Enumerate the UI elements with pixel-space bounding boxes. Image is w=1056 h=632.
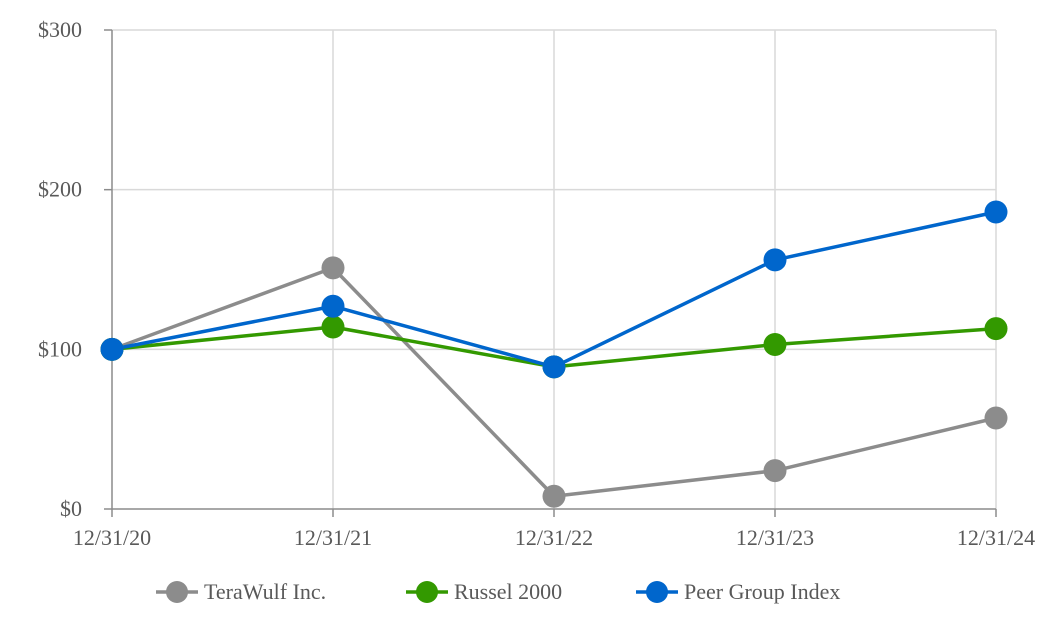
legend: TeraWulf Inc. Russel 2000 Peer Group Index [156,579,840,604]
data-point-series-1 [321,315,345,339]
x-tick-label: 12/31/21 [294,525,372,550]
data-point-series-0 [763,459,787,483]
x-tick-label: 12/31/24 [957,525,1035,550]
grid-lines [112,29,997,509]
data-point-series-2 [321,294,345,318]
y-axis-tick-labels: $0 $100 $200 $300 [38,17,82,521]
data-point-series-2 [100,337,124,361]
y-tick-label: $300 [38,17,82,42]
x-axis-tick-labels: 12/31/20 12/31/21 12/31/22 12/31/23 12/31/24 [73,525,1035,550]
series-points [100,200,1008,508]
legend-item: TeraWulf Inc. [156,579,326,604]
axes [104,29,997,517]
x-tick-label: 12/31/20 [73,525,151,550]
y-tick-label: $100 [38,336,82,361]
x-tick-label: 12/31/23 [736,525,814,550]
legend-label: Russel 2000 [454,579,562,604]
y-tick-label: $200 [38,177,82,202]
y-tick-label: $0 [60,496,82,521]
x-tick-label: 12/31/22 [515,525,593,550]
data-point-series-1 [763,333,787,357]
legend-marker [416,581,438,603]
legend-label: TeraWulf Inc. [204,579,326,604]
data-point-series-1 [984,317,1008,341]
data-point-series-0 [321,256,345,280]
data-point-series-2 [542,355,566,379]
data-point-series-0 [542,484,566,508]
legend-item: Peer Group Index [636,579,840,604]
data-point-series-0 [984,406,1008,430]
data-point-series-2 [984,200,1008,224]
legend-marker [646,581,668,603]
legend-label: Peer Group Index [684,579,840,604]
legend-item: Russel 2000 [406,579,562,604]
legend-marker [166,581,188,603]
data-point-series-2 [763,248,787,272]
